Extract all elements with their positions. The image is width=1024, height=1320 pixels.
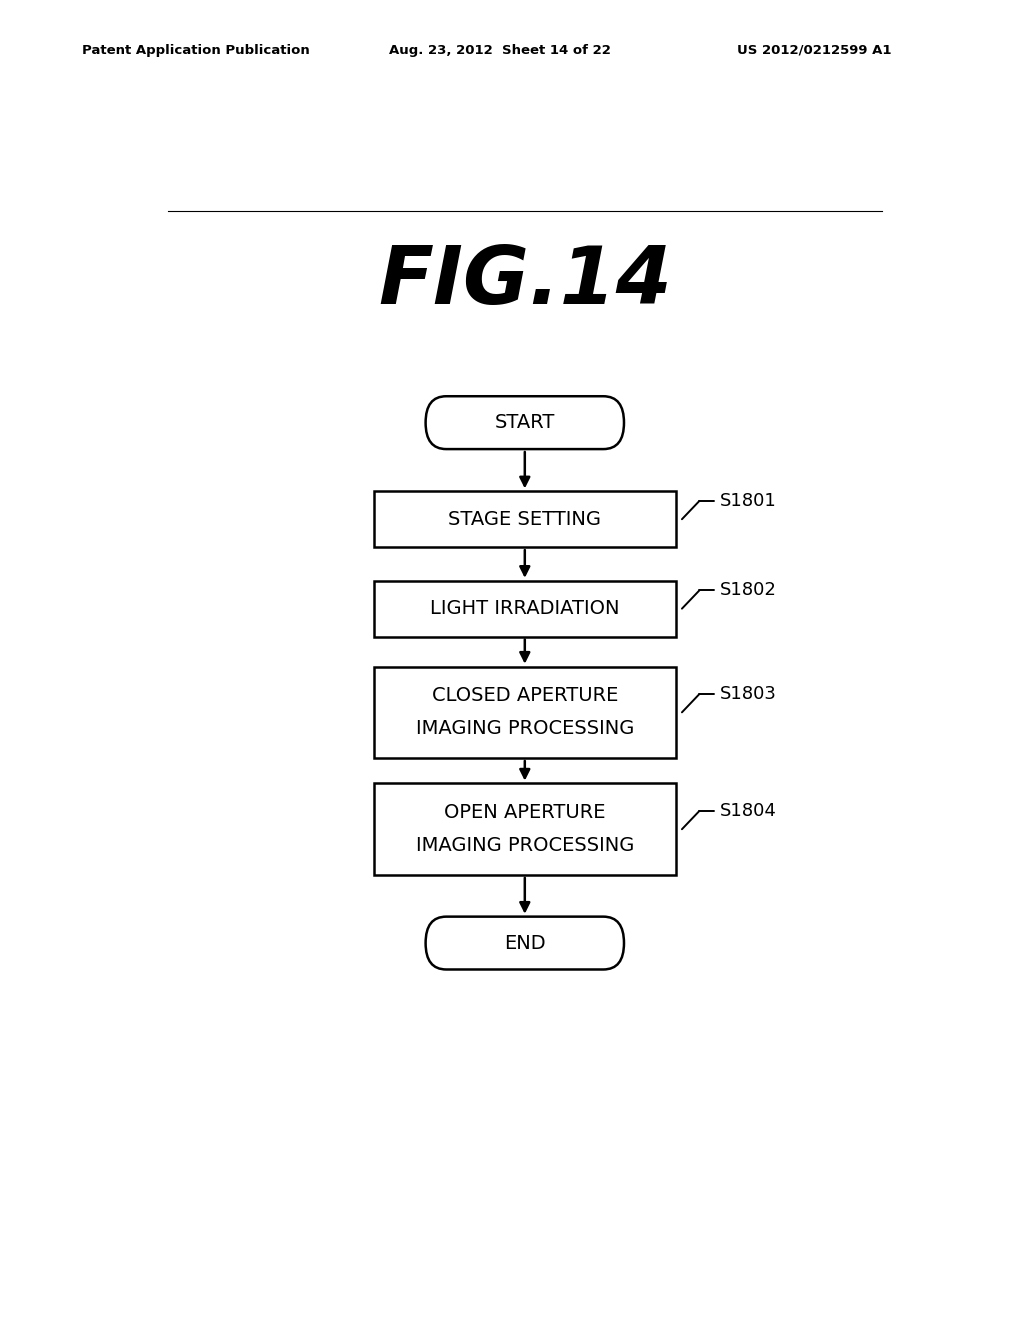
- Text: IMAGING PROCESSING: IMAGING PROCESSING: [416, 719, 634, 738]
- Bar: [374, 491, 676, 548]
- Text: START: START: [495, 413, 555, 432]
- Text: FIG.14: FIG.14: [378, 243, 672, 321]
- Text: S1801: S1801: [720, 492, 777, 510]
- Text: CLOSED APERTURE: CLOSED APERTURE: [431, 686, 618, 705]
- Text: S1802: S1802: [720, 581, 777, 599]
- Text: END: END: [504, 933, 546, 953]
- Text: STAGE SETTING: STAGE SETTING: [449, 510, 601, 529]
- Text: S1804: S1804: [720, 803, 777, 820]
- Text: LIGHT IRRADIATION: LIGHT IRRADIATION: [430, 599, 620, 618]
- FancyBboxPatch shape: [426, 396, 624, 449]
- Text: Patent Application Publication: Patent Application Publication: [82, 44, 309, 57]
- Bar: [374, 581, 676, 636]
- Text: S1803: S1803: [720, 685, 777, 704]
- Bar: [374, 784, 676, 875]
- Text: IMAGING PROCESSING: IMAGING PROCESSING: [416, 836, 634, 855]
- Text: US 2012/0212599 A1: US 2012/0212599 A1: [737, 44, 892, 57]
- FancyBboxPatch shape: [426, 916, 624, 969]
- Text: OPEN APERTURE: OPEN APERTURE: [444, 804, 605, 822]
- Text: Aug. 23, 2012  Sheet 14 of 22: Aug. 23, 2012 Sheet 14 of 22: [389, 44, 611, 57]
- Bar: [374, 667, 676, 758]
